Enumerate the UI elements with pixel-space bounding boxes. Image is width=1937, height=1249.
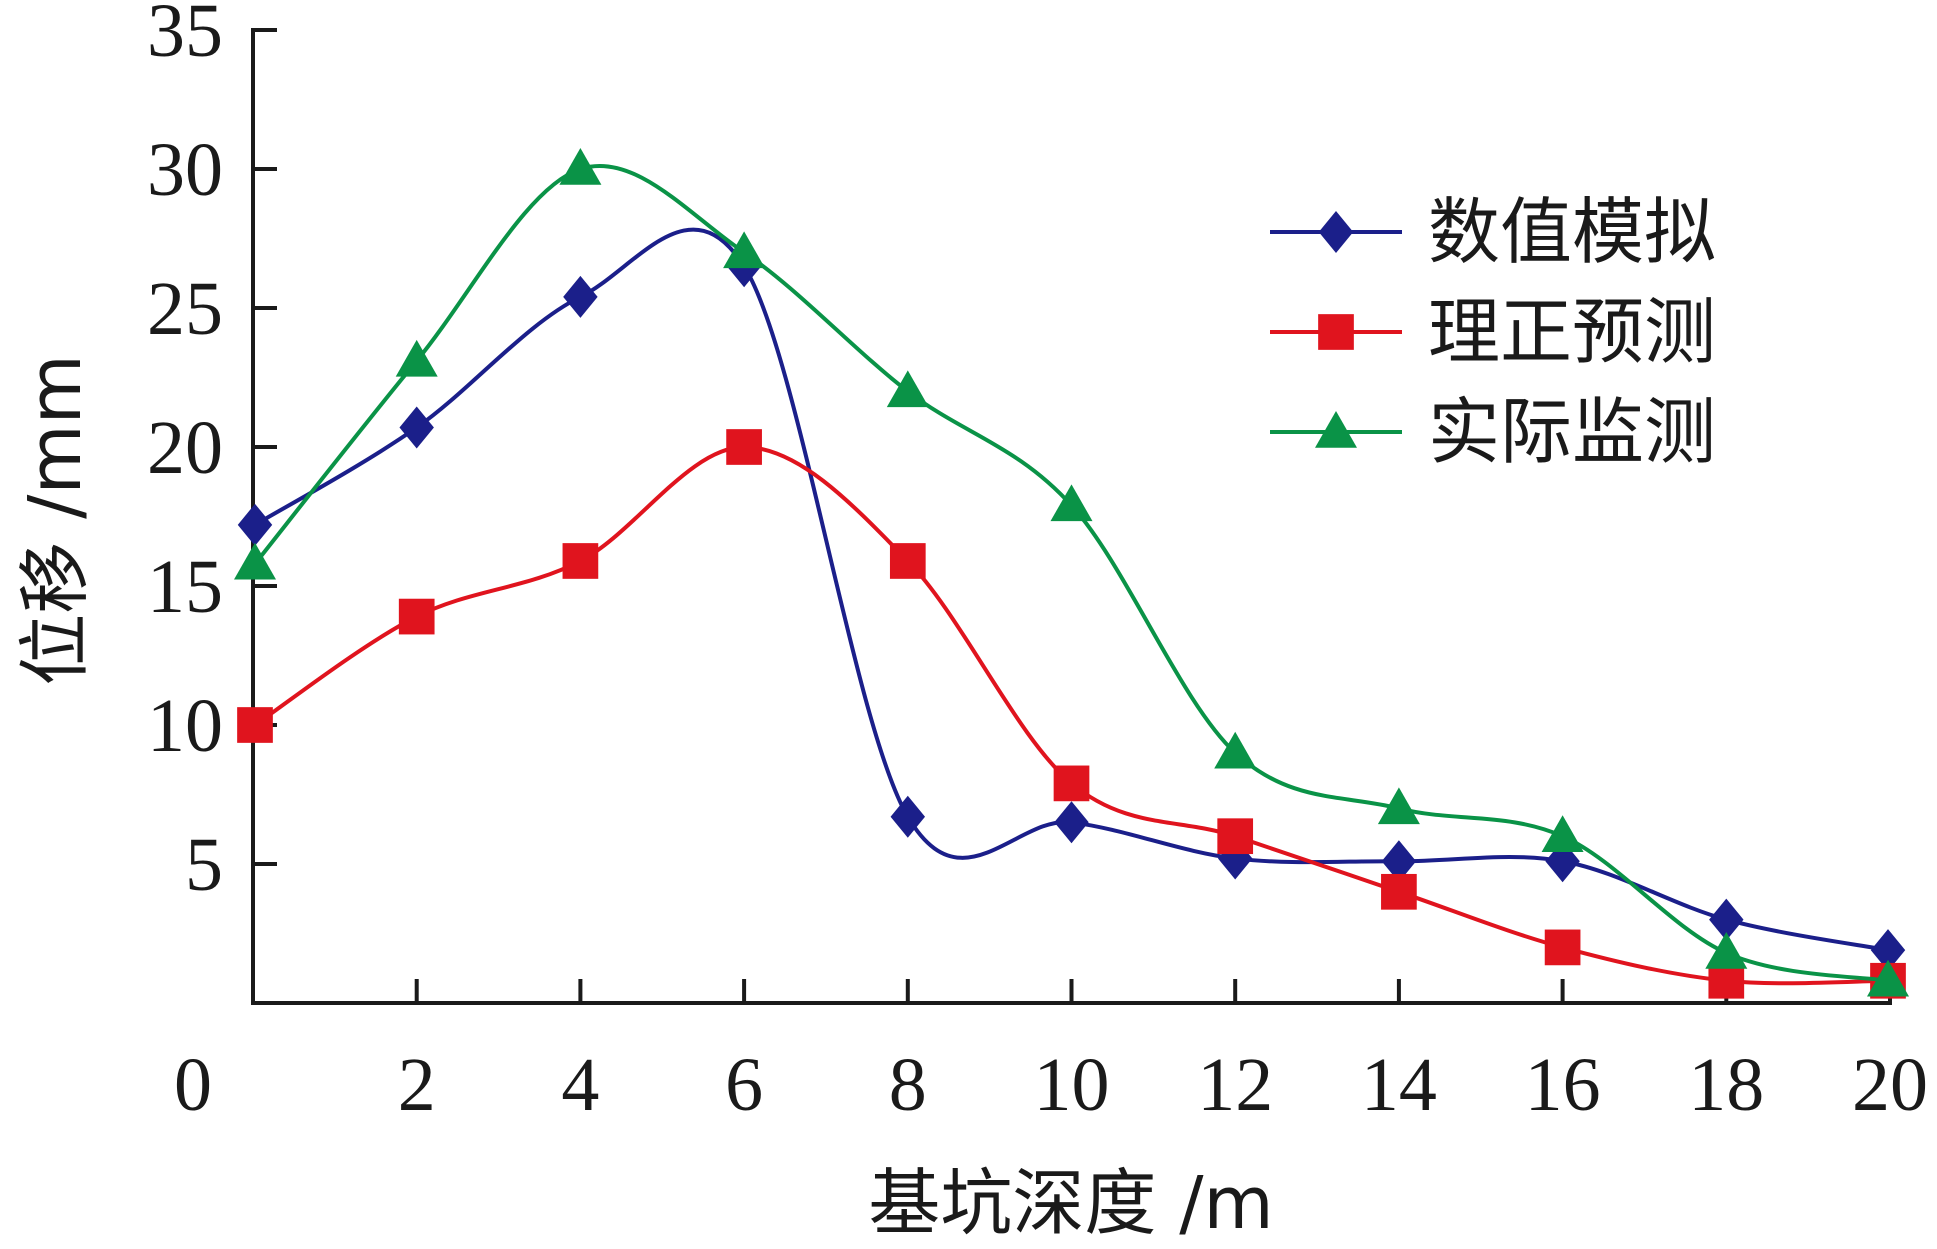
data-point — [234, 542, 276, 580]
x-tick-label: 8 — [889, 1043, 927, 1127]
legend-label: 理正预测 — [1428, 290, 1716, 374]
data-point — [559, 148, 602, 185]
data-point — [726, 429, 762, 465]
y-tick-label: 20 — [147, 406, 223, 490]
data-point — [1381, 873, 1417, 910]
x-tick-label: 2 — [398, 1043, 436, 1127]
series-square — [237, 429, 1906, 999]
x-tick-label: 18 — [1688, 1043, 1764, 1127]
x-tick-label: 12 — [1197, 1043, 1273, 1127]
x-tick-label: 4 — [561, 1043, 599, 1127]
y-tick-label: 10 — [147, 684, 223, 768]
legend-marker — [1318, 211, 1354, 253]
x-tick-label: 0 — [174, 1043, 212, 1127]
data-point — [398, 598, 435, 635]
y-axis-ticks: 5 10 15 20 25 30 35 — [147, 0, 277, 907]
legend-item: 数值模拟 — [1270, 190, 1716, 274]
data-point — [1541, 815, 1584, 852]
data-point — [1053, 765, 1090, 802]
series-layer — [234, 148, 1909, 999]
data-point — [562, 543, 599, 579]
data-point — [723, 231, 766, 269]
y-tick-label: 25 — [147, 267, 223, 351]
data-point — [1217, 818, 1254, 855]
legend-item: 理正预测 — [1270, 290, 1716, 374]
y-axis-title: 位移 /mm — [13, 354, 97, 685]
y-tick-label: 15 — [147, 545, 223, 629]
y-tick-label: 30 — [147, 128, 223, 212]
x-tick-label: 6 — [725, 1043, 763, 1127]
data-point — [1867, 959, 1909, 997]
x-tick-label: 16 — [1525, 1043, 1601, 1127]
data-point — [563, 275, 598, 318]
x-tick-label: 10 — [1034, 1043, 1110, 1127]
data-point — [1054, 801, 1089, 844]
data-point — [889, 543, 926, 579]
data-point — [399, 406, 434, 449]
y-tick-label: 35 — [147, 0, 223, 73]
y-tick-label: 5 — [185, 823, 223, 907]
legend-item: 实际监测 — [1270, 390, 1716, 474]
data-point — [237, 503, 273, 546]
legend-label: 实际监测 — [1428, 390, 1716, 474]
series-diamond — [237, 227, 1906, 972]
data-point — [1870, 929, 1906, 972]
legend-marker — [1318, 314, 1354, 350]
x-axis-ticks: 0 2 4 6 8 10 12 14 16 18 20 — [174, 979, 1928, 1127]
data-point — [1708, 962, 1745, 999]
data-point — [1050, 484, 1093, 522]
data-point — [1214, 731, 1257, 769]
data-point — [886, 370, 929, 408]
data-point — [1377, 787, 1420, 825]
x-axis-title: 基坑深度 /m — [868, 1161, 1273, 1245]
x-tick-label: 14 — [1361, 1043, 1437, 1127]
x-tick-label: 20 — [1852, 1043, 1928, 1127]
data-point — [1381, 840, 1417, 883]
series-line — [253, 163, 1889, 983]
data-point — [1709, 898, 1744, 941]
data-point — [237, 707, 273, 743]
series-triangle — [234, 148, 1909, 997]
data-point — [395, 339, 438, 377]
legend-marker — [1315, 411, 1357, 448]
data-point — [890, 795, 926, 838]
data-point — [1544, 929, 1581, 966]
legend-label: 数值模拟 — [1428, 190, 1716, 274]
data-point — [1705, 931, 1748, 969]
series-line — [253, 444, 1889, 986]
